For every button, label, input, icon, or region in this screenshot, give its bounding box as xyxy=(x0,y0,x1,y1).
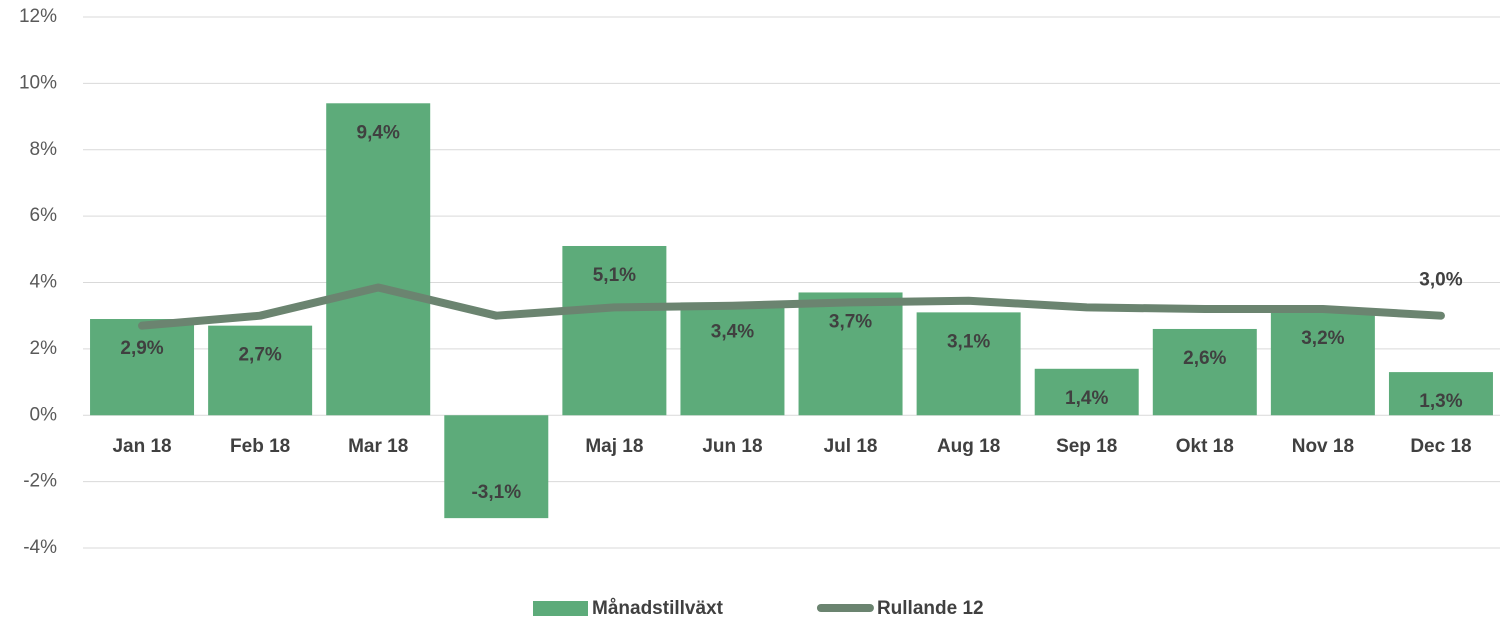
y-tick-label: 10% xyxy=(19,72,57,93)
bar xyxy=(1152,328,1257,416)
bar xyxy=(680,302,785,416)
y-tick-label: 4% xyxy=(30,272,58,293)
y-tick-label: 6% xyxy=(30,205,58,226)
line xyxy=(138,283,1445,330)
x-tick-label: Nov 18 xyxy=(1292,436,1354,457)
y-tick-label: 8% xyxy=(30,139,58,160)
legend-label: Rullande 12 xyxy=(877,598,984,619)
bar xyxy=(1270,309,1375,416)
x-tick-label: Okt 18 xyxy=(1176,436,1234,457)
x-tick-label: Jun 18 xyxy=(702,436,762,457)
bar xyxy=(90,319,195,416)
x-tick-label: Dec 18 xyxy=(1410,436,1471,457)
x-tick-label: Aug 18 xyxy=(937,436,1000,457)
legend-label: Månadstillväxt xyxy=(592,598,724,619)
y-tick-label: 2% xyxy=(30,338,58,359)
y-tick-label: -4% xyxy=(23,537,57,558)
legend-swatch xyxy=(533,601,588,616)
data-label: 2,9% xyxy=(120,338,163,359)
x-tick-label: Sep 18 xyxy=(1056,436,1117,457)
y-tick-label: 12% xyxy=(19,6,57,27)
data-label: 1,4% xyxy=(1065,388,1108,409)
data-label: -3,1% xyxy=(471,482,521,503)
bar xyxy=(326,103,431,416)
x-tick-label: Jan 18 xyxy=(112,436,171,457)
data-label: 5,1% xyxy=(593,265,636,286)
data-label: 3,0% xyxy=(1419,270,1462,291)
bar xyxy=(562,245,667,416)
y-tick-label: -2% xyxy=(23,471,57,492)
data-label: 3,4% xyxy=(711,321,754,342)
data-label: 3,2% xyxy=(1301,328,1344,349)
bar xyxy=(798,292,903,416)
data-label: 3,7% xyxy=(829,311,872,332)
bar xyxy=(208,325,313,416)
bar xyxy=(916,312,1021,416)
bar xyxy=(1388,372,1493,416)
bar xyxy=(444,415,549,519)
data-label: 9,4% xyxy=(357,122,400,143)
data-label: 2,6% xyxy=(1183,348,1226,369)
bar xyxy=(1034,368,1139,416)
x-tick-label: Mar 18 xyxy=(348,436,408,457)
x-tick-label: Feb 18 xyxy=(230,436,290,457)
data-label: 1,3% xyxy=(1419,391,1462,412)
y-tick-label: 0% xyxy=(30,404,58,425)
x-tick-label: Maj 18 xyxy=(585,436,643,457)
data-label: 3,1% xyxy=(947,331,990,352)
x-tick-label: Jul 18 xyxy=(824,436,878,457)
data-label: 2,7% xyxy=(238,345,281,366)
